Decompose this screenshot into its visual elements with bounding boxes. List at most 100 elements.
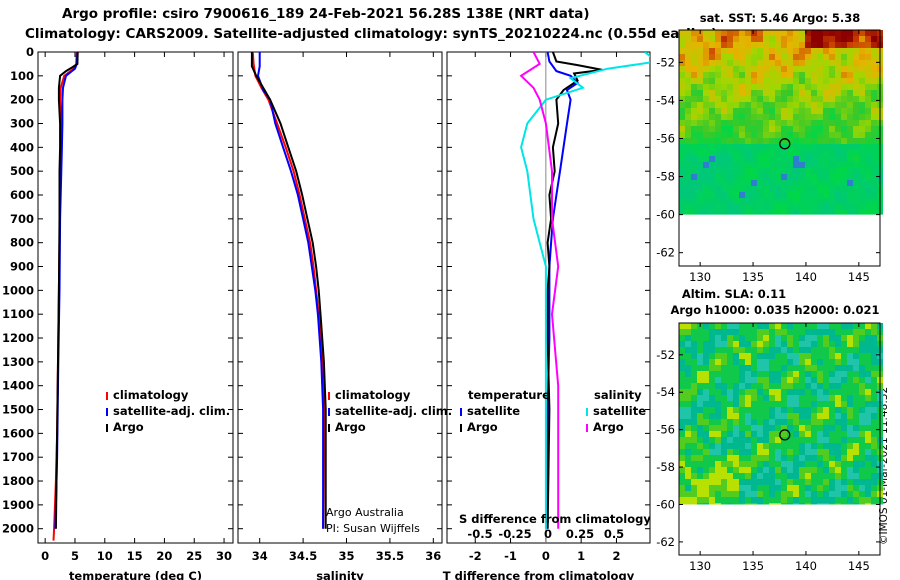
map_sla-pixel (871, 323, 877, 329)
map_sla-pixel (745, 419, 751, 425)
map_sla-pixel (811, 497, 817, 503)
map_sst-pixel (757, 174, 763, 180)
map_sst-pixel (781, 174, 787, 180)
map_sla-pixel (823, 389, 829, 395)
map_sst-pixel (739, 90, 745, 96)
map_sla-pixel (757, 353, 763, 359)
map_sla-pixel (799, 383, 805, 389)
map_sla-pixel (721, 413, 727, 419)
map_sla-pixel (721, 389, 727, 395)
map_sst-pixel (829, 114, 835, 120)
map_sla-pixel (793, 383, 799, 389)
map_sst-pixel (745, 42, 751, 48)
map_sla-pixel (805, 365, 811, 371)
map_sst-pixel (847, 204, 853, 210)
map_sst-pixel (733, 186, 739, 192)
map_sst-pixel (859, 60, 865, 66)
map_sst-pixel (757, 168, 763, 174)
map_sst-pixel (709, 72, 715, 78)
map_sla-pixel (757, 359, 763, 365)
map_sst-pixel (811, 90, 817, 96)
map_sst-pixel (805, 168, 811, 174)
map_sst-pixel (757, 42, 763, 48)
map_sla-pixel (793, 359, 799, 365)
map_sla-pixel (793, 371, 799, 377)
map_sst-pixel (679, 120, 685, 126)
map_sst-pixel (745, 144, 751, 150)
map_sla-pixel (847, 407, 853, 413)
map_sla-pixel (847, 395, 853, 401)
map_sla-pixel (805, 407, 811, 413)
map_sla-pixel (769, 437, 775, 443)
map_sla-pixel (853, 401, 859, 407)
map_sst-pixel (757, 126, 763, 132)
map_sst-pixel (733, 168, 739, 174)
map_sst-pixel (691, 96, 697, 102)
map_sla-pixel (757, 461, 763, 467)
map_sla-pixel (811, 329, 817, 335)
map_sst-pixel (871, 156, 877, 162)
map_sla-pixel (757, 377, 763, 383)
map_sla-pixel (733, 479, 739, 485)
map_sla-pixel (847, 419, 853, 425)
map_sst-pixel (793, 42, 799, 48)
map_sst-pixel (847, 150, 853, 156)
map_sst-pixel (853, 186, 859, 192)
map_sst-pixel (763, 54, 769, 60)
credit-line-2: PI: Susan Wijffels (326, 522, 420, 535)
map_sla-pixel (751, 425, 757, 431)
map_sst-pixel (775, 138, 781, 144)
map_sla-pixel (691, 467, 697, 473)
map_sst-pixel (793, 114, 799, 120)
map_sla-pixel (757, 323, 763, 329)
difference-legend-t-label: Argo (467, 420, 498, 434)
map_sst-pixel (811, 60, 817, 66)
map_sst-pixel (859, 54, 865, 60)
map_sst-pixel (775, 174, 781, 180)
map_sla-pixel (811, 371, 817, 377)
map_sst-pixel (685, 72, 691, 78)
map_sst-pixel (685, 198, 691, 204)
map_sst-pixel (811, 186, 817, 192)
map_sla-pixel (685, 491, 691, 497)
map_sst-pixel (853, 54, 859, 60)
map_sst-pixel (847, 108, 853, 114)
map_sla-pixel (757, 443, 763, 449)
map_sst-pixel (679, 132, 685, 138)
map_sst-pixel (847, 96, 853, 102)
map_sst-pixel (733, 114, 739, 120)
map_sla-pixel (853, 341, 859, 347)
map_sla-pixel (793, 323, 799, 329)
map_sla-pixel (763, 359, 769, 365)
map_sla-pixel (817, 347, 823, 353)
map_sst-pixel (871, 120, 877, 126)
map_sla-pixel (709, 419, 715, 425)
map_sla-pixel (811, 491, 817, 497)
map_sst-pixel (871, 66, 877, 72)
map_sst-pixel (745, 192, 751, 198)
map_sst-pixel (709, 204, 715, 210)
map_sla-pixel (781, 455, 787, 461)
difference-s-tick-label: 0 (544, 527, 552, 541)
map_sst-pixel (745, 96, 751, 102)
map_sst-pixel (865, 78, 871, 84)
map_sla-pixel (697, 479, 703, 485)
map_sst-pixel (769, 132, 775, 138)
map_sst-pixel (871, 210, 877, 215)
map_sst-pixel (715, 150, 721, 156)
map_sla-pixel (823, 491, 829, 497)
map_sst-pixel (853, 174, 859, 180)
map_sst-pixel (829, 102, 835, 108)
map_sla-pixel (745, 461, 751, 467)
map_sla-pixel (865, 329, 871, 335)
map_sst-pixel (685, 144, 691, 150)
map_sla-pixel (859, 365, 865, 371)
map_sla-lat-label: -62 (656, 535, 675, 549)
map_sla-pixel (847, 497, 853, 503)
map_sst-pixel (799, 78, 805, 84)
map_sla-pixel (721, 377, 727, 383)
map_sst-pixel (817, 66, 823, 72)
map_sst-pixel (727, 156, 733, 162)
map_sst-pixel (715, 72, 721, 78)
map_sla-pixel (811, 479, 817, 485)
